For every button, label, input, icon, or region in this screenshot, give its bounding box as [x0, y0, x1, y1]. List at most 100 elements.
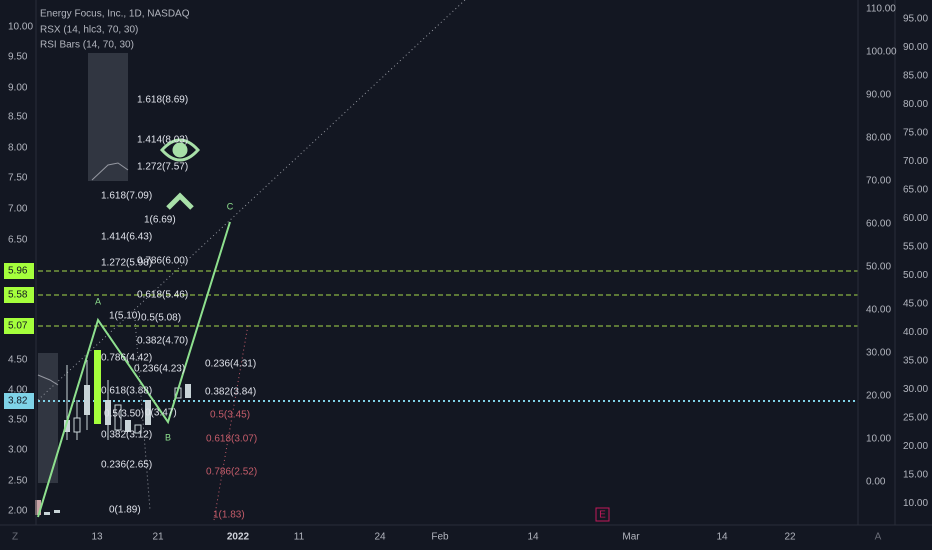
price-tag-label: 5.58 [8, 290, 28, 301]
rsx-tick-label: 110.00 [866, 4, 896, 15]
time-tick-label: 22 [784, 532, 796, 543]
rsx-tick-label: 20.00 [866, 391, 891, 402]
fib-label: 1.618(7.09) [101, 191, 152, 202]
corner-label: Z [12, 532, 18, 543]
fib-label: 0.5(3.50) [104, 409, 144, 420]
time-tick-label: 2022 [227, 532, 250, 543]
rsx-tick-label: 10.00 [866, 434, 891, 445]
fib-label: 1.414(8.03) [137, 135, 188, 146]
rsi-tick-label: 95.00 [903, 14, 928, 25]
fib-label: 0.618(3.07) [206, 434, 257, 445]
fib-label: 0.786(2.52) [206, 467, 257, 478]
earnings-marker: E [599, 510, 606, 521]
rsi-tick-label: 55.00 [903, 242, 928, 253]
fib-label: 0.5(3.45) [210, 410, 250, 421]
price-tick-label: 3.50 [8, 415, 28, 426]
fib-label: 1(5.10) [109, 311, 141, 322]
indicator-label: RSI Bars (14, 70, 30) [40, 40, 134, 51]
projection-line [213, 324, 249, 521]
time-tick-label: 14 [527, 532, 539, 543]
level-lines [38, 270, 858, 327]
rsi-tick-label: 10.00 [903, 498, 928, 509]
rsx-tick-label: 40.00 [866, 305, 891, 316]
fib-label: 0.382(3.84) [205, 387, 256, 398]
range-box [88, 53, 128, 181]
price-tick-label: 9.50 [8, 52, 28, 63]
rsi-tick-label: 15.00 [903, 470, 928, 481]
price-tick-label: 9.00 [8, 83, 28, 94]
fib-label: 1.272(7.57) [137, 162, 188, 173]
rsi-tick-label: 65.00 [903, 185, 928, 196]
time-tick-label: 13 [91, 532, 103, 543]
fib-label: 0.5(5.08) [141, 313, 181, 324]
price-tick-label: 8.50 [8, 112, 28, 123]
price-tick-label: 4.50 [8, 355, 28, 366]
fib-label: 0.236(4.23) [134, 364, 185, 375]
rsx-tick-label: 70.00 [866, 176, 891, 187]
fib-label: 0(1.89) [109, 505, 141, 516]
price-tick-label: 6.50 [8, 235, 28, 246]
fib-label: 0.382(4.70) [137, 336, 188, 347]
time-tick-label: 24 [374, 532, 386, 543]
rsi-tick-label: 70.00 [903, 156, 928, 167]
fib-label: 1.618(8.69) [137, 95, 188, 106]
wave-line [37, 221, 231, 518]
fib-label: 0.382(3.12) [101, 430, 152, 441]
fib-label: 1(1.83) [213, 510, 245, 521]
fib-label: 1.414(6.43) [101, 232, 152, 243]
rsi-tick-label: 80.00 [903, 99, 928, 110]
time-tick-label: 11 [294, 532, 305, 543]
indicator-label: RSX (14, hlc3, 70, 30) [40, 25, 138, 36]
price-tick-label: 3.00 [8, 445, 28, 456]
rsi-tick-label: 85.00 [903, 71, 928, 82]
price-tick-label: 7.50 [8, 173, 28, 184]
wave-label: B [165, 432, 171, 442]
rsi-tick-label: 45.00 [903, 299, 928, 310]
price-tag [4, 263, 34, 279]
fib-label: 0.618(3.88) [101, 386, 152, 397]
rsi-tick-label: 20.00 [903, 441, 928, 452]
fib-label: 1.272(5.98) [101, 258, 152, 269]
trend-line [37, 0, 466, 401]
corner-label: A [875, 532, 882, 543]
rsi-tick-label: 75.00 [903, 128, 928, 139]
rsx-tick-label: 30.00 [866, 348, 891, 359]
price-tag-label: 5.07 [8, 321, 28, 332]
time-tick-label: 14 [716, 532, 728, 543]
price-tick-label: 2.50 [8, 476, 28, 487]
rsx-tick-label: 60.00 [866, 219, 891, 230]
price-tick-label: 4.00 [8, 385, 28, 396]
chart-title: Energy Focus, Inc., 1D, NASDAQ [40, 9, 190, 20]
rsx-tick-label: 90.00 [866, 90, 891, 101]
fib-label: 0.786(4.42) [101, 353, 152, 364]
price-tick-label: 2.00 [8, 506, 28, 517]
rsi-tick-label: 40.00 [903, 327, 928, 338]
time-tick-label: Mar [622, 532, 640, 543]
fib-label: 1(6.69) [144, 215, 176, 226]
rsx-line [91, 162, 129, 181]
price-tick-label: 10.00 [8, 22, 33, 33]
earnings-box [595, 507, 610, 522]
price-tag [4, 287, 34, 303]
rsx-tick-label: 50.00 [866, 262, 891, 273]
fib-label: 0.236(4.31) [205, 359, 256, 370]
fib-label: 0.618(5.46) [137, 290, 188, 301]
price-tick-label: 8.00 [8, 143, 28, 154]
price-tag-label: 3.82 [8, 396, 28, 407]
price-tag [4, 318, 34, 334]
rsi-tick-label: 30.00 [903, 384, 928, 395]
rsx-tick-label: 100.00 [866, 47, 897, 58]
rsi-tick-label: 60.00 [903, 213, 928, 224]
wave-label: C [227, 201, 234, 211]
price-tag-label: 5.96 [8, 266, 28, 277]
candles [35, 350, 191, 515]
rsi-tick-label: 50.00 [903, 270, 928, 281]
rsi-tick-label: 90.00 [903, 42, 928, 53]
fib-label: 0(3.47) [145, 408, 177, 419]
rsi-tick-label: 25.00 [903, 413, 928, 424]
wave-label: A [95, 296, 101, 306]
time-tick-label: 21 [152, 532, 164, 543]
fib-label: 0.786(6.00) [137, 256, 188, 267]
